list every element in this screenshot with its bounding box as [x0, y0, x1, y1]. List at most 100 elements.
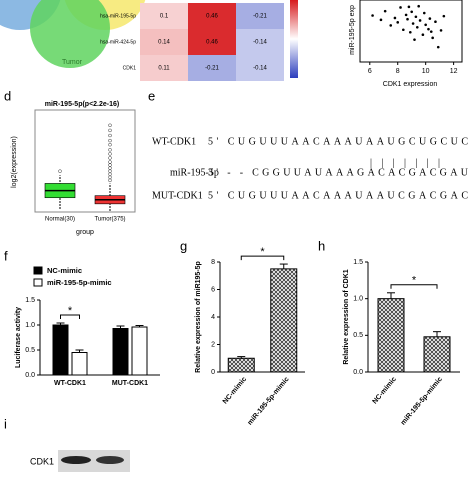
point: [409, 30, 412, 34]
box-frame: [34, 109, 136, 213]
row-label: hsa-miR-195-5p: [100, 13, 136, 19]
point: [413, 38, 416, 41]
outlier: [108, 148, 112, 152]
x-tick-label: 12: [450, 68, 458, 75]
scatter-frame: [359, 0, 463, 63]
legend-swatch: [33, 278, 43, 287]
point: [406, 17, 409, 21]
point: [396, 21, 400, 24]
y-tick-label: 0.5: [353, 332, 363, 339]
outlier: [108, 166, 112, 170]
venn-label: Tumor: [62, 59, 83, 66]
y-tick-label: 6: [211, 286, 215, 293]
x-tick-label: Tumor(375): [94, 217, 125, 223]
sequence-name: MUT-CDK1: [152, 190, 203, 201]
plot-title: miR-195-5p(p<2.2e-16): [45, 101, 120, 108]
point: [442, 14, 446, 18]
outlier: [108, 152, 112, 156]
significance-bracket: [60, 314, 80, 319]
heatmap-cell: [236, 55, 284, 81]
point: [418, 19, 422, 22]
panel-label: e: [148, 88, 155, 103]
point: [383, 9, 387, 13]
x-tick-label: WT-CDK1: [54, 380, 86, 387]
y-tick-label: 1.0: [353, 296, 363, 303]
x-tick-label: NC-mimic: [222, 376, 248, 406]
bar: [52, 324, 69, 376]
cell-value: -0.21: [205, 66, 219, 72]
venn-circle: [30, 0, 110, 68]
bar: [227, 357, 255, 373]
significance-bracket: [390, 284, 438, 289]
heatmap-cell: [140, 3, 188, 29]
point: [399, 6, 402, 9]
cell-value: -0.21: [253, 14, 267, 20]
sequence: 5' CUGUUUAACAAAUAAUCGACGAC: [208, 190, 468, 201]
x-axis-label: CDK1 expression: [383, 81, 438, 88]
outlier: [108, 172, 112, 177]
band-label: CDK1: [30, 456, 54, 466]
row-label: hsa-miR-424-5p: [100, 39, 136, 45]
legend-label: NC-mimic: [47, 266, 82, 275]
panel-label: d: [4, 88, 11, 103]
heatmap-cell: [140, 29, 188, 55]
significance-bracket: [240, 255, 285, 261]
bar: [71, 352, 88, 376]
x-axis-label: group: [76, 229, 94, 236]
y-tick-label: 1.0: [25, 322, 35, 329]
y-axis-label: Relative expression of CDK1: [343, 269, 350, 364]
cell-value: 0.11: [158, 66, 170, 72]
heatmap-cell: [236, 29, 284, 55]
point: [393, 16, 397, 20]
heatmap-cell: [188, 29, 236, 55]
point: [427, 27, 430, 31]
y-tick-label: 1.5: [25, 297, 35, 304]
significance: *: [412, 275, 417, 287]
point: [389, 24, 393, 27]
color-bar: [290, 0, 298, 78]
point: [428, 17, 432, 20]
x-tick-label: 10: [422, 68, 430, 75]
bar: [131, 326, 148, 376]
panel-label: i: [4, 416, 7, 431]
blot-band: [61, 456, 91, 464]
x-tick-label: 6: [368, 68, 372, 75]
panel-label: g: [180, 238, 187, 253]
blot-background: [58, 450, 130, 472]
outlier: [108, 142, 112, 147]
y-tick-label: 4: [211, 314, 215, 321]
y-axis-label: Luciferase activity: [15, 307, 22, 368]
point: [434, 20, 437, 24]
legend-label: miR-195-5p-mimic: [47, 278, 112, 287]
point: [436, 45, 440, 49]
outlier: [108, 138, 112, 143]
heatmap-cell: [188, 55, 236, 81]
y-tick-label: 1.5: [353, 259, 363, 266]
bar: [270, 268, 298, 373]
panel-label: h: [318, 238, 325, 253]
bar: [112, 328, 129, 376]
x-tick-label: NC-mimic: [372, 376, 398, 406]
outlier: [108, 175, 112, 180]
cell-value: 0.46: [206, 14, 218, 20]
base-pairing: |||||||: [370, 157, 440, 168]
heatmap-cell: [140, 55, 188, 81]
outlier: [108, 128, 112, 133]
point: [407, 5, 411, 9]
legend-swatch: [33, 266, 43, 275]
y-tick-label: 0.5: [25, 347, 35, 354]
bar: [377, 298, 405, 373]
y-tick-label: 8: [211, 259, 215, 266]
point: [421, 33, 425, 37]
point: [379, 18, 383, 22]
point: [371, 14, 374, 17]
point: [431, 36, 434, 40]
outlier: [108, 156, 112, 160]
point: [402, 28, 405, 32]
row-label: CDK1: [123, 65, 137, 71]
outlier: [108, 169, 112, 173]
x-tick-label: 8: [396, 68, 400, 75]
y-axis-label: log2(expression): [11, 136, 18, 188]
x-tick-label: miR-195-5p-mimic: [247, 376, 291, 427]
y-tick-label: 0.0: [353, 369, 363, 376]
